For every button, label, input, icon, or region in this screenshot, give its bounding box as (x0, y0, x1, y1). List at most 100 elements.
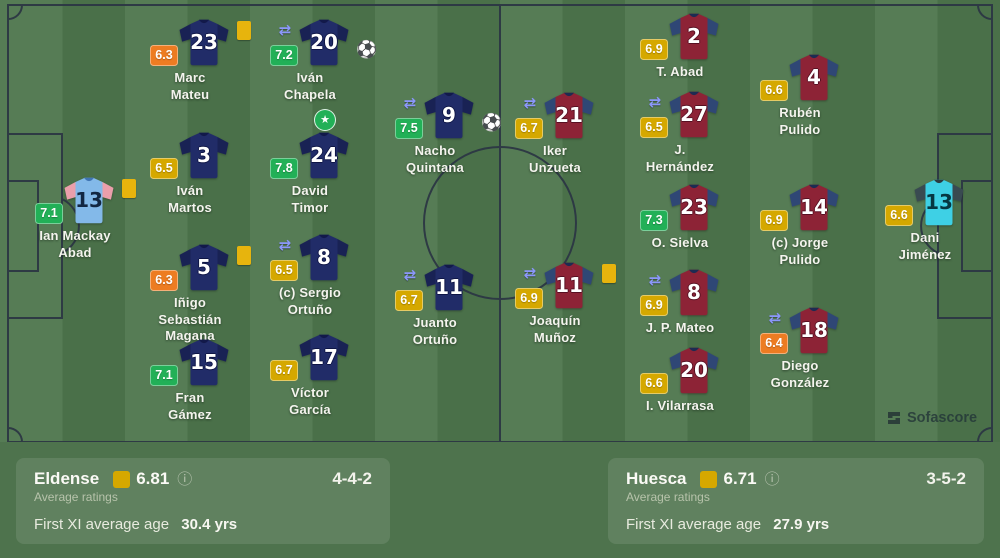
substitution-icon: ⇄ (278, 21, 292, 39)
average-age-label: First XI average age (34, 516, 170, 533)
player-number: 8 (317, 245, 331, 269)
player-name: Iñigo Sebastián Magana (158, 295, 222, 343)
player-name: Juanto Ortuño (412, 315, 458, 347)
home-age-row: First XI average age 30.4 yrs (34, 516, 372, 533)
player-number: 17 (310, 345, 338, 369)
player-rating-badge: 6.4 (760, 333, 788, 354)
sofascore-logo-icon (888, 412, 900, 424)
jersey-icon (297, 18, 351, 67)
home-summary-panel: Eldense 6.81 ⓘ 4-4-2 Average ratings Fir… (16, 458, 390, 544)
player-rating-badge: 6.5 (150, 158, 178, 179)
team-formation: 3-5-2 (926, 469, 966, 488)
jersey-icon (542, 91, 596, 140)
player-number: 2 (687, 24, 701, 48)
substitution-icon: ⇄ (523, 94, 537, 112)
sofascore-watermark: Sofascore (886, 410, 977, 426)
away-summary-panel: Huesca 6.71 ⓘ 3-5-2 Average ratings Firs… (608, 458, 984, 544)
player-name: Iván Chapela (284, 70, 336, 102)
player-rating-badge: 6.5 (640, 117, 668, 138)
yellow-card-icon (602, 264, 616, 283)
player-rating-badge: 6.9 (640, 295, 668, 316)
player-rating-badge: 7.3 (640, 210, 668, 231)
player-rating-badge: 6.9 (760, 210, 788, 231)
pitch-markings (7, 4, 993, 442)
player-number: 14 (800, 195, 828, 219)
player-name: Dani Jiménez (898, 230, 952, 262)
player-rating-badge: 7.8 (270, 158, 298, 179)
player-number: 8 (687, 280, 701, 304)
player-name: David Timor (291, 183, 329, 215)
jersey-icon (667, 12, 721, 61)
jersey-icon (787, 183, 841, 232)
away-age-row: First XI average age 27.9 yrs (626, 516, 966, 533)
player-name: Iván Martos (168, 183, 212, 215)
player-number: 13 (925, 190, 953, 214)
team-average-rating: 6.71 (723, 469, 757, 488)
yellow-card-icon (237, 21, 251, 40)
player-number: 11 (435, 275, 463, 299)
player-name: Nacho Quintana (406, 143, 464, 175)
jersey-icon (297, 131, 351, 180)
player-number: 23 (680, 195, 708, 219)
player-number: 24 (310, 143, 338, 167)
team-name: Huesca (626, 469, 687, 488)
player-rating-badge: 6.6 (885, 205, 913, 226)
player-name: O. Sielva (651, 235, 709, 250)
player-name: Rubén Pulido (779, 105, 821, 137)
player-rating-badge: 6.5 (270, 260, 298, 281)
player-name: Iker Unzueta (529, 143, 581, 175)
jersey-icon (422, 263, 476, 312)
jersey-icon (667, 268, 721, 317)
player-of-match-icon: ★ (314, 109, 336, 131)
player-name: J. Hernández (645, 142, 715, 174)
jersey-icon (912, 178, 966, 227)
rating-color-chip (700, 470, 718, 488)
jersey-icon (667, 183, 721, 232)
player-name: (c) Sergio Ortuño (279, 285, 341, 317)
football-pitch: 13 7.1 Ian Mackay Abad 23 6.3 Marc Mateu (0, 0, 1000, 442)
player-rating-badge: 7.5 (395, 118, 423, 139)
team-average-rating: 6.81 (136, 469, 170, 488)
average-ratings-label: Average ratings (626, 490, 710, 504)
jersey-icon (667, 346, 721, 395)
player-rating-badge: 7.2 (270, 45, 298, 66)
substitution-icon: ⇄ (403, 94, 417, 112)
yellow-card-icon (237, 246, 251, 265)
jersey-icon (177, 131, 231, 180)
player-name: J. P. Mateo (645, 320, 715, 335)
substitution-icon: ⇄ (648, 93, 662, 111)
substitution-icon: ⇄ (403, 266, 417, 284)
watermark-label: Sofascore (907, 410, 978, 426)
rating-color-chip (113, 470, 131, 488)
info-icon[interactable]: ⓘ (177, 469, 193, 488)
player-name: Víctor García (289, 385, 331, 417)
player-rating-badge: 6.7 (515, 118, 543, 139)
player-rating-badge: 6.7 (270, 360, 298, 381)
average-ratings-label: Average ratings (34, 490, 118, 504)
average-age-label: First XI average age (626, 516, 762, 533)
player-name: Fran Gámez (168, 390, 212, 422)
team-formation: 4-4-2 (332, 469, 372, 488)
yellow-card-icon (122, 179, 136, 198)
jersey-icon (542, 261, 596, 310)
player-rating-badge: 6.9 (515, 288, 543, 309)
jersey-icon (422, 91, 476, 140)
substitution-icon: ⇄ (523, 264, 537, 282)
player-number: 15 (190, 350, 218, 374)
player-rating-badge: 6.7 (395, 290, 423, 311)
goal-icon: ⚽ (356, 40, 378, 60)
average-age-value: 27.9 yrs (773, 516, 830, 533)
substitution-icon: ⇄ (278, 236, 292, 254)
player-number: 13 (75, 188, 103, 212)
player-number: 5 (197, 255, 211, 279)
player-rating-badge: 6.9 (640, 39, 668, 60)
average-age-value: 30.4 yrs (181, 516, 238, 533)
jersey-icon (177, 18, 231, 67)
player-name: Diego González (770, 358, 830, 390)
player-number: 21 (555, 103, 583, 127)
player-rating-badge: 6.6 (640, 373, 668, 394)
player-name: Ian Mackay Abad (39, 228, 111, 260)
info-icon[interactable]: ⓘ (764, 469, 780, 488)
jersey-icon (297, 333, 351, 382)
player-number: 20 (310, 30, 338, 54)
